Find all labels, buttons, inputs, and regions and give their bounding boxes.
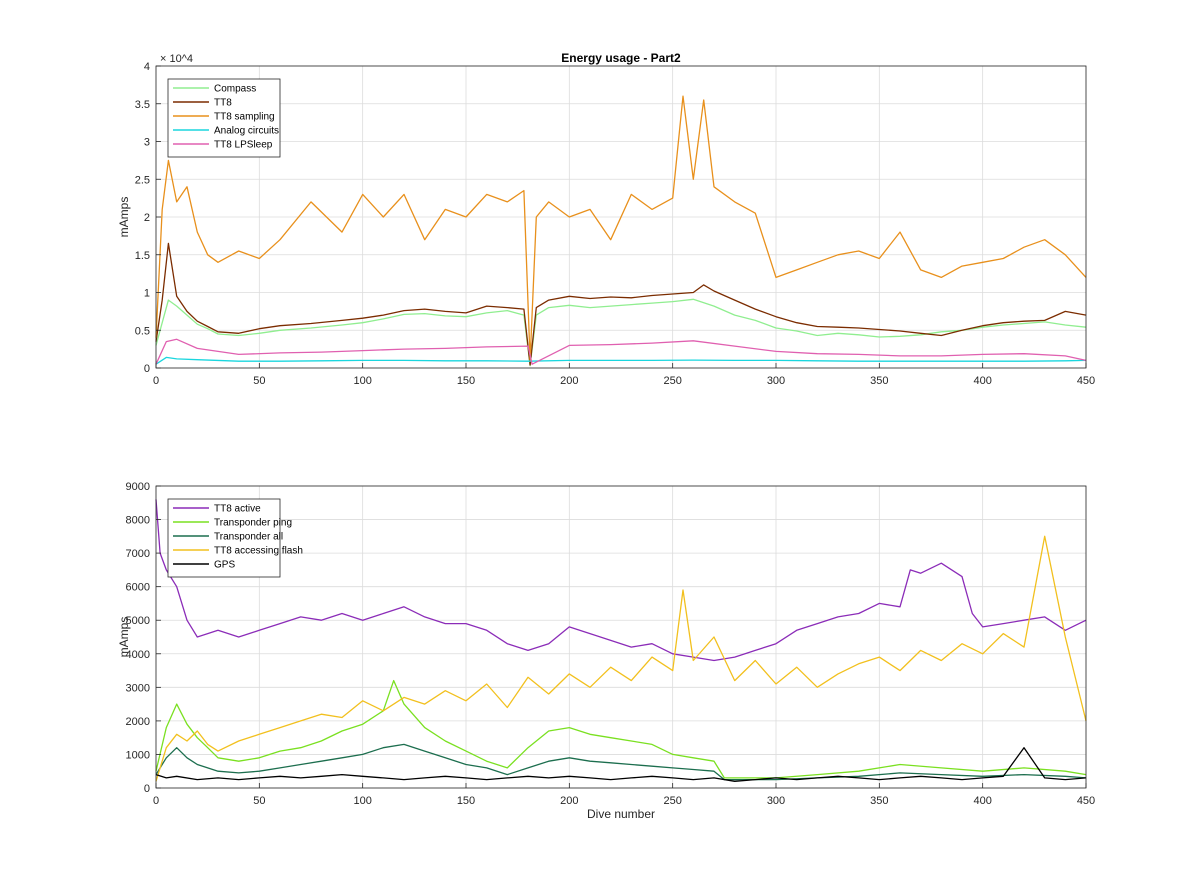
y-axis-label-top: mAmps <box>117 197 131 238</box>
y-tick-label: 1.5 <box>135 250 150 262</box>
y-tick-label: 5000 <box>126 615 150 627</box>
series-line-tt8-lpsleep <box>155 338 1087 365</box>
x-tick-label: 50 <box>253 795 265 807</box>
yticks-top: 0 0.5 1 1.5 2 2.5 3 3.5 4 <box>135 61 161 375</box>
y-tick-label: 1000 <box>126 749 150 761</box>
y-tick-label: 4000 <box>126 649 150 661</box>
y-tick-label: 0.5 <box>135 325 150 337</box>
legend-entry-label: TT8 <box>214 98 232 109</box>
axes-bottom-components: 0 50 100 150 200 250 300 350 400 450 0 1000 2000 300… <box>117 481 1095 821</box>
legend-top: Compass TT8 TT8 sampling Analog circuits TT8… <box>167 78 281 158</box>
y-tick-label: 0 <box>144 363 150 375</box>
y-tick-label: 2 <box>144 212 150 224</box>
series-line-compass <box>155 298 1087 367</box>
legend-entry-label: TT8 active <box>214 504 261 515</box>
x-tick-label: 50 <box>253 375 265 387</box>
legend-entry-label: TT8 accessing flash <box>214 546 303 557</box>
x-tick-label: 400 <box>973 795 991 807</box>
x-tick-label: 400 <box>973 375 991 387</box>
yticks-bottom: 0 1000 2000 3000 4000 5000 6000 7000 8000 9000 <box>126 481 161 795</box>
x-tick-label: 450 <box>1077 375 1095 387</box>
y-tick-label: 3 <box>144 137 150 149</box>
y-exponent-label: × 10^4 <box>160 53 193 65</box>
y-tick-label: 2000 <box>126 716 150 728</box>
y-tick-label: 9000 <box>126 481 150 493</box>
legend-entry-label: GPS <box>214 560 235 571</box>
y-tick-label: 6000 <box>126 582 150 594</box>
series-line-tt8-sampling <box>155 95 1087 362</box>
x-axis-label: Dive number <box>587 807 655 821</box>
series-bottom <box>155 499 1087 782</box>
legend-entry-label: Compass <box>214 84 256 95</box>
legend-entry-label: TT8 sampling <box>214 112 275 123</box>
y-tick-label: 3000 <box>126 682 150 694</box>
legend-entry-label: Transponder all <box>214 532 283 543</box>
x-tick-label: 300 <box>767 795 785 807</box>
series-line-tt8-active <box>155 499 1087 662</box>
x-tick-label: 350 <box>870 795 888 807</box>
x-tick-label: 100 <box>353 795 371 807</box>
chart-title: Energy usage - Part2 <box>561 51 681 65</box>
y-tick-label: 7000 <box>126 548 150 560</box>
x-tick-label: 100 <box>353 375 371 387</box>
axes-bottom-frame <box>155 485 1087 789</box>
series-top <box>155 95 1087 367</box>
x-tick-label: 200 <box>560 375 578 387</box>
legend-entry-label: Transponder ping <box>214 518 292 529</box>
x-tick-label: 200 <box>560 795 578 807</box>
y-tick-label: 0 <box>144 783 150 795</box>
x-tick-label: 300 <box>767 375 785 387</box>
x-tick-label: 250 <box>663 795 681 807</box>
x-tick-label: 150 <box>457 795 475 807</box>
x-tick-label: 0 <box>153 795 159 807</box>
y-tick-label: 8000 <box>126 515 150 527</box>
y-tick-label: 3.5 <box>135 99 150 111</box>
xticks-top: 0 50 100 150 200 250 300 350 400 450 <box>153 363 1095 387</box>
series-line-tt8-accessing-flash <box>155 535 1087 782</box>
y-tick-label: 1 <box>144 288 150 300</box>
x-tick-label: 250 <box>663 375 681 387</box>
x-tick-label: 0 <box>153 375 159 387</box>
x-tick-label: 150 <box>457 375 475 387</box>
xticks-bottom: 0 50 100 150 200 250 300 350 400 450 <box>153 783 1095 807</box>
y-tick-label: 2.5 <box>135 174 150 186</box>
axes-top-energy-usage: 0 50 100 150 200 250 300 350 400 450 0 0.5 1 1.5 2 2.5… <box>117 51 1095 387</box>
legend-entry-label: TT8 LPSleep <box>214 140 273 151</box>
x-tick-label: 350 <box>870 375 888 387</box>
series-line-analog-circuits <box>155 356 1087 365</box>
y-tick-label: 4 <box>144 61 150 73</box>
legend-entry-label: Analog circuits <box>214 126 279 137</box>
y-axis-label-bottom: mAmps <box>117 617 131 658</box>
legend-bottom: TT8 active Transponder ping Transponder al… <box>167 498 303 578</box>
x-tick-label: 450 <box>1077 795 1095 807</box>
series-line-transponder-ping <box>155 679 1087 779</box>
series-line-gps <box>155 747 1087 782</box>
series-line-tt8 <box>155 242 1087 366</box>
